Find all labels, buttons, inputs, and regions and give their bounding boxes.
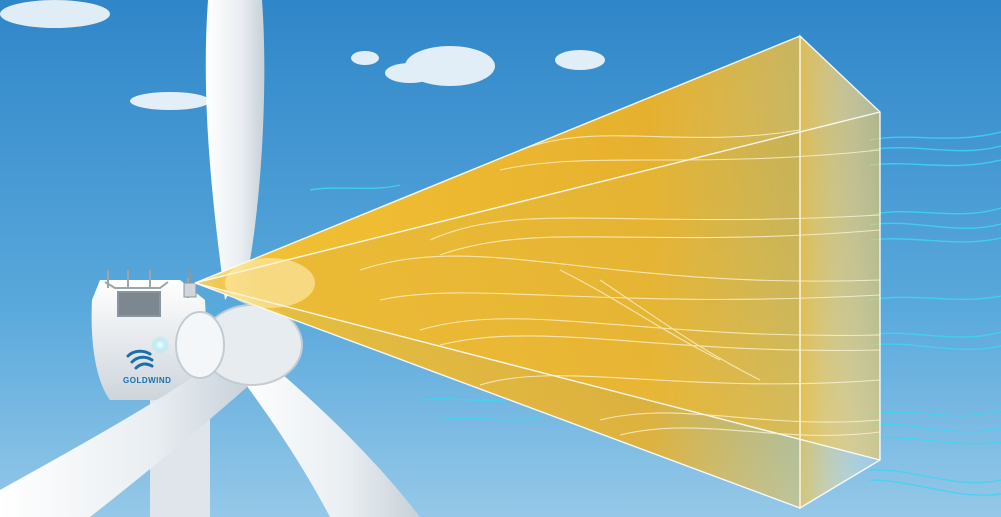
nacelle-railing	[104, 270, 189, 317]
goldwind-logo: GOLDWIND	[123, 349, 171, 385]
turbine-blade-lower-right	[235, 350, 420, 517]
turbine-blade-upper	[205, 0, 265, 300]
clouds	[0, 0, 605, 110]
turbine-blade-lower-left	[0, 350, 255, 517]
wind-streams-inside-beam	[359, 129, 881, 436]
wind-logo-icon	[126, 349, 154, 370]
rotor-hub-front	[175, 311, 225, 379]
brand-name: GOLDWIND	[123, 376, 171, 385]
status-light-glow	[151, 336, 169, 354]
lidar-sensor	[183, 270, 197, 298]
lidar-scan-beam	[194, 34, 881, 510]
